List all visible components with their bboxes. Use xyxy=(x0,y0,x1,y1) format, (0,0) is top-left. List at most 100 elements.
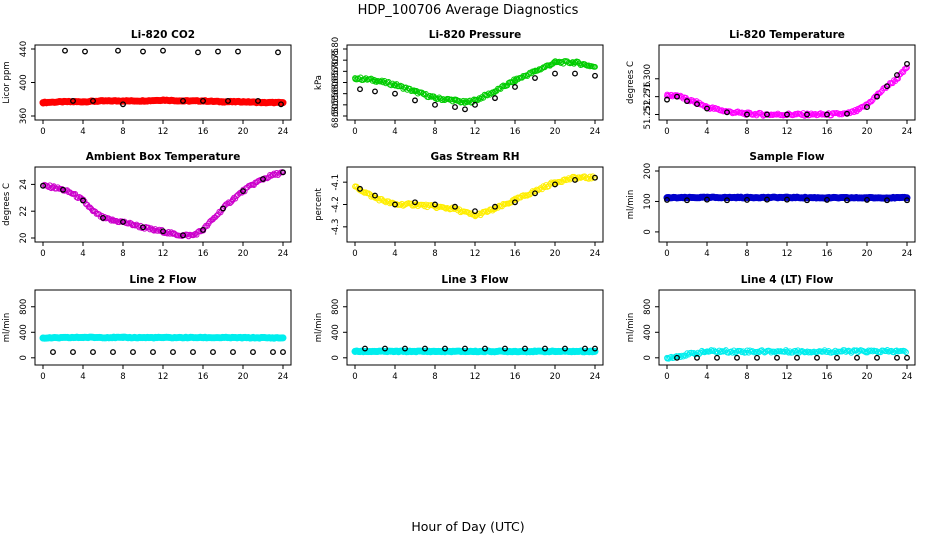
y-tick-label: 68.70 xyxy=(331,59,341,83)
data-point xyxy=(190,349,196,356)
data-point xyxy=(199,334,207,342)
data-point xyxy=(50,349,56,356)
data-point xyxy=(664,196,670,203)
series-high-res xyxy=(664,347,909,362)
data-point xyxy=(115,47,121,54)
y-tick-label: 0 xyxy=(643,355,653,360)
data-point xyxy=(740,348,747,355)
plot-frame xyxy=(658,166,916,243)
data-point xyxy=(864,101,870,108)
x-tick-label: 16 xyxy=(198,127,209,137)
data-point xyxy=(552,59,558,66)
x-tick-label: 16 xyxy=(822,249,833,259)
y-tick-label: 0 xyxy=(643,229,653,234)
panel: Gas Stream RH percent 0 4 8 12 16 20 24 -4.3 -4.2 -… xyxy=(314,151,604,259)
data-point xyxy=(904,197,910,204)
data-point xyxy=(678,352,685,359)
data-point xyxy=(40,182,46,189)
data-point xyxy=(492,206,498,212)
y-tick-label: 68.65 xyxy=(331,70,341,94)
data-layer xyxy=(39,47,287,108)
x-tick-label: 24 xyxy=(902,127,913,137)
x-tick-label: 12 xyxy=(782,127,793,137)
data-point xyxy=(532,190,538,197)
data-point xyxy=(235,48,241,55)
data-point xyxy=(710,106,717,112)
data-point xyxy=(472,101,478,108)
data-point xyxy=(512,84,518,90)
data-point xyxy=(499,83,505,90)
x-tick-label: 0 xyxy=(40,249,45,259)
data-point xyxy=(422,345,428,352)
data-point xyxy=(435,96,441,102)
data-point xyxy=(733,348,740,355)
series-high-res xyxy=(352,173,598,220)
data-point xyxy=(442,345,448,352)
x-tick-label: 4 xyxy=(392,249,397,259)
x-tick-label: 8 xyxy=(120,249,125,259)
data-point xyxy=(704,196,710,203)
x-tick-label: 20 xyxy=(550,127,561,137)
data-point xyxy=(844,197,850,204)
data-point xyxy=(140,48,146,55)
data-point xyxy=(686,98,693,105)
y-tick-label: 400 xyxy=(19,324,29,340)
panel-title: Line 2 Flow xyxy=(129,274,196,286)
data-point xyxy=(724,197,730,204)
series-average xyxy=(357,174,598,215)
series-average xyxy=(664,196,910,204)
series-average xyxy=(50,349,286,356)
x-tick-label: 4 xyxy=(80,372,85,382)
data-point xyxy=(864,196,870,203)
x-tick-label: 20 xyxy=(238,249,249,259)
data-point xyxy=(110,349,116,356)
x-tick-label: 24 xyxy=(590,372,601,382)
data-point xyxy=(200,227,206,233)
data-point xyxy=(512,77,518,84)
data-point xyxy=(854,107,860,114)
data-point xyxy=(867,348,873,355)
x-tick-label: 20 xyxy=(238,127,249,137)
data-point xyxy=(351,347,359,355)
data-point xyxy=(230,196,236,203)
data-point xyxy=(664,354,670,361)
data-point xyxy=(894,72,900,79)
data-point xyxy=(362,345,368,352)
data-point xyxy=(79,333,87,341)
data-point xyxy=(525,71,532,78)
data-point xyxy=(250,181,256,188)
data-point xyxy=(592,345,598,352)
data-point xyxy=(160,47,166,54)
data-point xyxy=(372,192,378,199)
data-point xyxy=(532,75,538,81)
y-tick-label: 51.300 xyxy=(643,64,653,94)
data-point xyxy=(150,227,156,233)
y-tick-label: 68.50 xyxy=(331,104,341,128)
data-point xyxy=(382,345,388,352)
data-point xyxy=(492,203,498,210)
y-tick-label: 100 xyxy=(643,193,653,209)
data-point xyxy=(784,348,790,355)
x-tick-label: 20 xyxy=(862,127,873,137)
data-point xyxy=(90,349,96,356)
data-point xyxy=(542,345,548,352)
data-point xyxy=(540,183,547,190)
data-point xyxy=(280,169,286,176)
y-tick-label: 200 xyxy=(643,163,653,179)
x-tick-label: 4 xyxy=(80,127,85,137)
data-point xyxy=(592,174,598,181)
data-point xyxy=(432,201,438,208)
data-point xyxy=(768,349,775,356)
data-point xyxy=(522,345,528,352)
data-point xyxy=(139,97,147,105)
data-point xyxy=(230,349,236,356)
y-axis-label: percent xyxy=(314,188,324,221)
data-point xyxy=(60,186,66,193)
series-high-res xyxy=(39,96,287,107)
x-tick-label: 4 xyxy=(392,372,397,382)
data-point xyxy=(844,110,850,117)
data-point xyxy=(511,347,519,355)
